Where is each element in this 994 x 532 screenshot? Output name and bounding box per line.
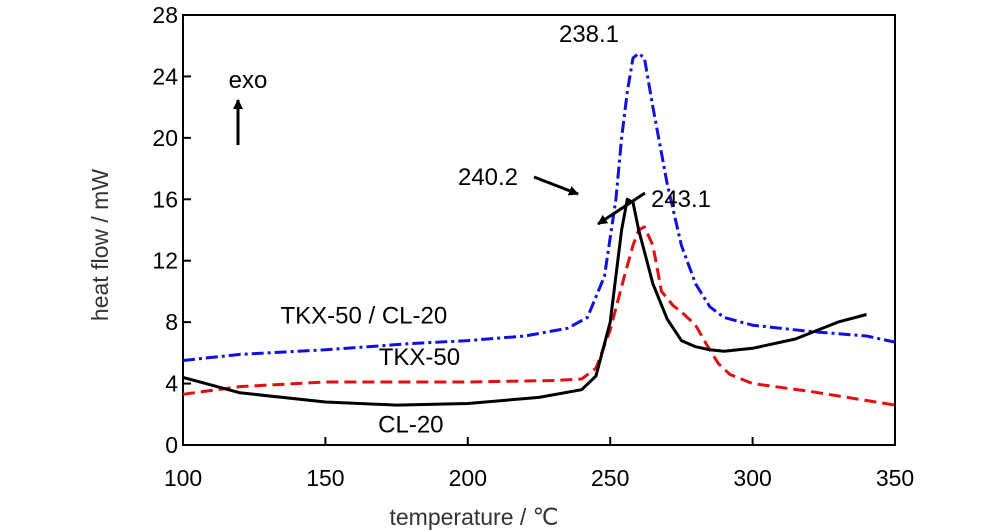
arrow-240 [533,175,579,196]
y-axis-title: heat flow / mW [87,169,113,321]
x-tick-label-150: 150 [306,465,344,491]
x-tick-label-200: 200 [449,465,487,491]
x-tick-label-250: 250 [591,465,629,491]
peak-annotations: 238.1 240.2 243.1 [458,21,711,226]
y-tick-label-12: 12 [152,248,178,274]
x-tick-label-350: 350 [876,465,914,491]
series-label-2: CL-20 [378,412,443,439]
x-axis-title: temperature / ℃ [389,504,558,530]
peak-label-243: 243.1 [651,186,711,213]
y-tick-label-20: 20 [152,125,178,151]
y-tick-label-24: 24 [152,63,178,89]
exo-indicator: exo [229,67,268,145]
y-tick-label-4: 4 [165,371,178,397]
arrow-243 [597,191,646,226]
tick-labels: 100 150 200 250 300 350 0 4 8 12 16 20 24 28 [152,2,914,491]
series-labels: TKX-50 / CL-20 TKX-50 CL-20 [280,303,460,439]
y-tick-label-8: 8 [165,309,178,335]
axis-ticks [182,14,896,446]
plot-frame [182,14,896,446]
y-tick-label-16: 16 [152,186,178,212]
series-label-1: TKX-50 [379,344,460,371]
x-tick-label-300: 300 [733,465,771,491]
series-lines [182,51,896,407]
series-line-0 [182,51,896,362]
series-line-1 [182,225,896,407]
series-label-0: TKX-50 / CL-20 [280,303,447,330]
peak-label-240: 240.2 [458,164,518,191]
exo-label: exo [229,67,268,94]
x-tick-label-100: 100 [164,465,202,491]
y-tick-label-0: 0 [165,432,178,458]
peak-label-238: 238.1 [559,21,619,48]
y-tick-label-28: 28 [152,2,178,28]
